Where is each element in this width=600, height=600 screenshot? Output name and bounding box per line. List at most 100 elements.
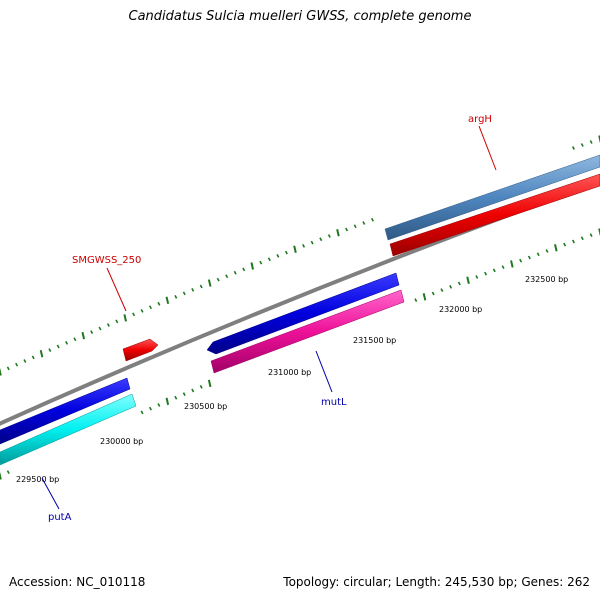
gene-puta-feature[interactable] (0, 377, 131, 445)
tick-mark (475, 275, 479, 279)
tick-mark (73, 337, 77, 342)
tick-mark (48, 348, 52, 352)
tick-mark (191, 388, 195, 393)
tick-mark (207, 279, 212, 287)
tick-mark (140, 410, 144, 415)
tick-mark (115, 319, 119, 324)
tick-mark (580, 236, 584, 241)
tick-mark (589, 233, 593, 238)
tick-mark (6, 366, 10, 371)
tick-mark (157, 301, 161, 306)
tick-mark (199, 284, 203, 289)
tick-mark (174, 395, 178, 400)
gene-label-mutl[interactable]: mutL (321, 397, 347, 408)
tick-mark (536, 252, 540, 257)
leader-line-argh (478, 125, 497, 171)
position-label: 230500 bp (184, 402, 227, 411)
tick-mark (466, 276, 470, 284)
tick-mark (98, 326, 102, 331)
tick-mark (563, 242, 567, 247)
tick-mark (123, 314, 127, 322)
tick-mark (414, 298, 418, 303)
tick-mark (422, 293, 427, 301)
tick-mark (39, 349, 44, 358)
tick-mark (56, 344, 60, 349)
tick-mark (165, 296, 170, 305)
tick-mark (519, 258, 523, 263)
tick-mark (310, 240, 314, 245)
tick-mark (216, 277, 220, 282)
gene-puta-cds-feature[interactable] (0, 393, 137, 466)
tick-mark (501, 265, 505, 270)
tick-mark (165, 397, 170, 406)
tick-track-inner (0, 228, 600, 480)
tick-mark (362, 221, 366, 225)
tick-mark (225, 274, 229, 279)
tick-mark (6, 470, 10, 475)
tick-mark (65, 340, 69, 345)
tick-mark (492, 268, 496, 273)
tick-mark (182, 291, 186, 296)
gene-label-smgwss-250[interactable]: SMGWSS_250 (72, 255, 141, 266)
leader-line-smgwss-250 (106, 267, 127, 312)
tick-track-outer (0, 135, 600, 376)
tick-mark (510, 260, 514, 268)
tick-mark (336, 229, 340, 237)
tick-mark (148, 406, 152, 411)
gene-mutl-cds-feature[interactable] (210, 289, 405, 374)
tick-mark (31, 355, 35, 360)
position-label: 231500 bp (353, 336, 396, 345)
position-label: 229500 bp (16, 475, 59, 484)
tick-mark (0, 368, 2, 376)
tick-mark (449, 284, 453, 289)
gene-label-puta[interactable]: putA (48, 512, 72, 523)
tick-mark (345, 227, 349, 232)
tick-mark (327, 234, 331, 238)
tick-mark (106, 323, 110, 327)
tick-mark (589, 140, 593, 144)
tick-mark (90, 330, 94, 334)
tick-mark (571, 146, 575, 150)
tick-mark (302, 244, 306, 248)
tick-mark (527, 255, 531, 260)
position-label: 230000 bp (100, 437, 143, 446)
tick-mark (598, 135, 600, 143)
gene-mutl-feature[interactable] (206, 272, 400, 355)
tick-mark (370, 217, 374, 222)
tick-mark (276, 254, 280, 258)
tick-mark (81, 331, 86, 340)
tick-mark (0, 472, 2, 480)
position-label: 232000 bp (439, 305, 482, 314)
tick-mark (140, 308, 144, 313)
accession-text: Accession: NC_010118 (9, 575, 146, 589)
gene-smgwss-250-feature[interactable] (122, 338, 159, 362)
tick-mark (157, 403, 161, 407)
tick-mark (319, 237, 323, 242)
leader-line-mutl (315, 350, 333, 393)
tick-mark (284, 250, 288, 255)
tick-mark (571, 239, 575, 244)
tick-mark (545, 249, 549, 253)
gene-label-argh[interactable]: argH (468, 114, 492, 125)
tick-mark (580, 143, 584, 147)
tick-mark (182, 392, 186, 397)
tick-mark (598, 228, 600, 236)
position-label: 232500 bp (525, 275, 568, 284)
tick-mark (174, 294, 178, 299)
tick-mark (554, 244, 558, 252)
gene-argh-cds-feature[interactable] (389, 173, 600, 257)
tick-mark (457, 281, 461, 286)
leader-line-puta (41, 477, 60, 510)
tick-mark (250, 262, 255, 270)
tick-mark (259, 260, 263, 265)
gene-argh-feature[interactable] (384, 154, 600, 241)
tick-mark (15, 362, 19, 367)
tick-mark (23, 359, 27, 363)
tick-mark (148, 305, 152, 310)
position-label: 231000 bp (268, 368, 311, 377)
tick-mark (199, 385, 203, 389)
tick-mark (484, 271, 488, 276)
map-title: Candidatus Sulcia muelleri GWSS, complet… (128, 9, 472, 24)
position-labels: 229500 bp 230000 bp 230500 bp 231000 bp … (16, 275, 568, 484)
tick-mark (440, 288, 444, 293)
